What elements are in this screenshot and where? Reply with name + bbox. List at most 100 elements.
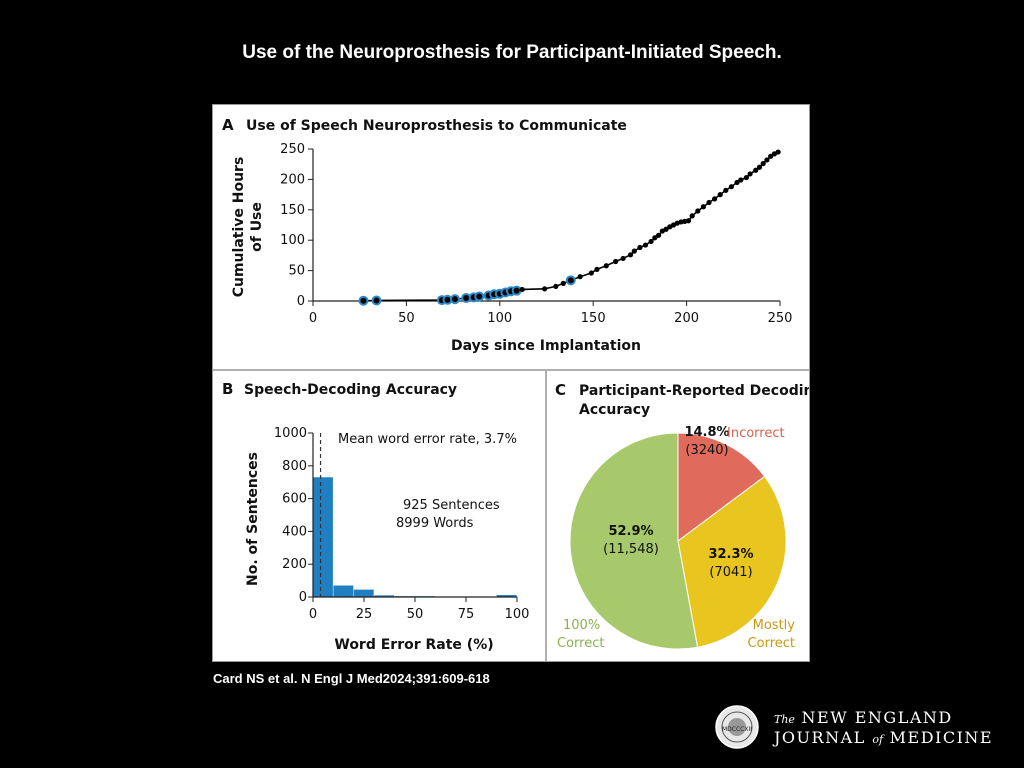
panel-b-chart: B Speech-Decoding Accuracy 0 200 400 600 800… — [222, 380, 530, 653]
panel-a-point — [603, 263, 609, 269]
panel-c: C Participant-Reported Decoding Accuracy… — [547, 371, 824, 661]
panel-b-xtick-label: 0 — [309, 607, 317, 622]
panel-a-point — [594, 266, 600, 272]
panel-a-point — [444, 296, 451, 303]
pie-outer-label-mostly-1: Mostly — [753, 618, 796, 633]
panel-a-point — [642, 242, 649, 248]
panel-a-point — [743, 174, 749, 181]
panel-a-point — [451, 296, 458, 303]
panel-a-point — [717, 192, 723, 198]
panel-a-point — [738, 177, 744, 183]
panel-b-ytick-label: 0 — [299, 590, 307, 605]
panel-a-point — [764, 157, 770, 163]
panel-a-point — [685, 218, 692, 224]
panel-a-point — [723, 187, 729, 193]
panel-a-point — [519, 286, 525, 293]
panel-a-point — [620, 255, 626, 262]
nejm-the: The — [774, 713, 795, 726]
nejm-of: of — [872, 733, 884, 746]
panel-b-ytick-label: 400 — [282, 524, 307, 539]
panel-a-point — [775, 149, 781, 155]
panel-a-point — [655, 232, 662, 238]
panel-b-xtick-label: 75 — [458, 607, 475, 622]
panel-a-point — [553, 283, 559, 290]
panel-b-ytick-label: 200 — [282, 557, 307, 572]
panel-a-ytick-label: 50 — [288, 264, 305, 279]
panel-a-point — [768, 153, 774, 159]
panel-a-chart: A Use of Speech Neuroprosthesis to Commu… — [222, 116, 792, 354]
pie-slice-mostly-pct: 32.3% — [708, 547, 753, 562]
panel-a-point — [648, 238, 654, 245]
pie-slice-incorrect — [677, 432, 766, 542]
panel-a-point — [542, 286, 548, 292]
panel-c-title-line2: Accuracy — [579, 402, 650, 418]
panel-c-letter: C — [555, 381, 566, 399]
panel-a-ytick-label: 100 — [280, 233, 305, 248]
panel-b-xtick-label: 100 — [505, 607, 530, 622]
panel-a-point — [631, 248, 637, 254]
panel-a-ytick-label: 150 — [280, 203, 305, 218]
panel-a-point — [627, 252, 634, 258]
panel-b-bar — [333, 585, 354, 597]
panel-b-bar — [313, 477, 333, 597]
panel-a-point — [756, 164, 763, 170]
panel-b: B Speech-Decoding Accuracy 0 200 400 600 800… — [213, 371, 547, 661]
nejm-logo: MDCCCXII The NEW ENGLAND JOURNAL of MEDI… — [714, 704, 1004, 750]
nejm-medicine: MEDICINE — [889, 728, 994, 747]
nejm-seal-text: MDCCCXII — [722, 726, 752, 733]
panel-b-bar — [353, 589, 374, 597]
panel-a-point — [695, 208, 701, 214]
panel-a-xtick-label: 150 — [581, 311, 606, 326]
panel-a-point — [613, 258, 619, 265]
panel-b-bar — [374, 595, 395, 597]
panel-a-ytick-label: 250 — [280, 142, 305, 157]
panel-b-axes: 0 200 400 600 800 1000 0 25 50 75 100 — [274, 426, 530, 622]
words-annotation: 8999 Words — [396, 516, 474, 531]
panel-a-xlabel: Days since Implantation — [451, 338, 641, 354]
panel-a-point — [567, 277, 574, 284]
panel-b-ytick-label: 600 — [282, 492, 307, 507]
panel-a-point — [689, 213, 695, 219]
panel-c-title-line1: Participant-Reported Decoding — [579, 383, 809, 399]
panel-a-ytick-label: 200 — [280, 172, 305, 187]
panel-a-point — [747, 171, 753, 177]
panel-b-xtick-label: 25 — [356, 607, 373, 622]
nejm-journal: JOURNAL — [774, 728, 866, 747]
panel-b-ytick-label: 1000 — [274, 426, 307, 441]
pie-outer-label-mostly-2: Correct — [748, 636, 795, 651]
panel-a-point — [463, 294, 470, 301]
panel-b-xlabel: Word Error Rate (%) — [334, 637, 493, 653]
panel-a-point — [360, 297, 367, 304]
panel-a-point — [560, 280, 566, 286]
panel-a: A Use of Speech Neuroprosthesis to Commu… — [213, 105, 809, 371]
panel-a-point — [637, 244, 643, 251]
pie-outer-label-full-2: Correct — [557, 636, 604, 651]
nejm-new-england: NEW ENGLAND — [801, 708, 953, 727]
nejm-wordmark-line1: The NEW ENGLAND — [774, 708, 953, 727]
pie-outer-label-full-1: 100% — [563, 618, 600, 633]
pie-slice-mostly-correct — [677, 475, 787, 648]
panel-a-series — [358, 149, 781, 306]
nejm-wordmark-line2: JOURNAL of MEDICINE — [774, 728, 993, 747]
pie-slice-full-pct: 52.9% — [608, 524, 653, 539]
panel-a-point — [706, 199, 712, 206]
panel-a-point — [476, 293, 483, 300]
panel-a-point — [577, 274, 583, 280]
panel-a-point — [734, 179, 740, 186]
panel-b-xtick-label: 50 — [407, 607, 424, 622]
pie-slice-mostly-count: (7041) — [709, 565, 752, 580]
panel-a-point — [513, 287, 520, 294]
pie-slice-full-count: (11,548) — [603, 542, 659, 557]
pie-outer-label-incorrect: Incorrect — [727, 426, 785, 441]
panel-b-ytick-label: 800 — [282, 459, 307, 474]
mean-wer-label: Mean word error rate, 3.7% — [338, 432, 517, 447]
panel-b-bars — [313, 477, 517, 597]
panel-a-title: Use of Speech Neuroprosthesis to Communi… — [246, 118, 627, 134]
panel-a-ytick-label: 0 — [297, 294, 305, 309]
panel-a-ylabel-line1: Cumulative Hours — [231, 157, 247, 298]
panel-a-point — [588, 270, 594, 276]
panel-a-xtick-label: 200 — [674, 311, 699, 326]
figure: A Use of Speech Neuroprosthesis to Commu… — [212, 104, 824, 662]
pie-slice-incorrect-pct: 14.8% — [684, 425, 729, 440]
citation: Card NS et al. N Engl J Med2024;391:609-… — [213, 671, 490, 686]
